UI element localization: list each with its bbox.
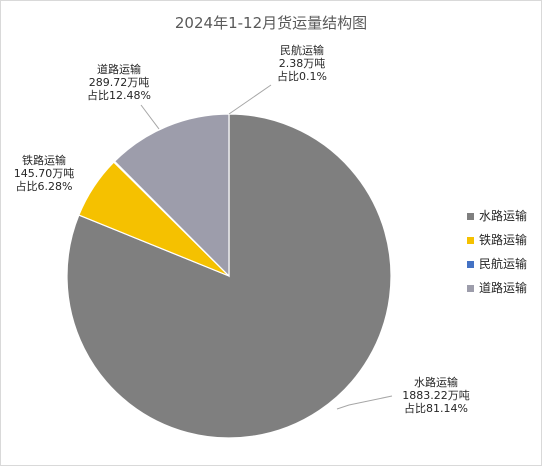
leader-line-3 [228,84,272,115]
legend-swatch-1 [467,213,474,220]
data-label-1-line-1: 水路运输 [414,375,458,389]
data-label-2-line-1: 铁路运输 [22,153,66,167]
legend-swatch-4 [467,285,474,292]
slices-layer [66,113,392,439]
data-label-4-line-1: 道路运输 [97,62,141,76]
data-label-2-line-2: 145.70万吨 [14,167,75,180]
legend-label-3: 民航运输 [479,256,527,271]
data-label-4-line-3: 占比12.48% [87,88,151,102]
legend-swatch-3 [467,261,474,268]
leader-line-4 [140,104,160,130]
pie-slice-4 [113,113,230,278]
data-label-3-line-3: 占比0.1% [277,69,327,83]
data-label-1-line-2: 1883.22万吨 [402,389,470,402]
data-label-2-line-3: 占比6.28% [16,179,73,193]
data-label-1-line-3: 占比81.14% [404,401,468,415]
leader-line-1 [336,395,393,410]
data-label-4-line-2: 289.72万吨 [89,76,150,89]
legend-label-4: 道路运输 [479,280,527,295]
legend-swatch-2 [467,237,474,244]
legend-label-2: 铁路运输 [479,232,527,247]
data-label-3-line-1: 民航运输 [280,43,324,57]
leader-lines-layer [140,84,393,410]
legend-label-1: 水路运输 [479,208,527,223]
chart-title: 2024年1-12月货运量结构图 [174,14,368,32]
data-label-3-line-2: 2.38万吨 [279,57,326,70]
